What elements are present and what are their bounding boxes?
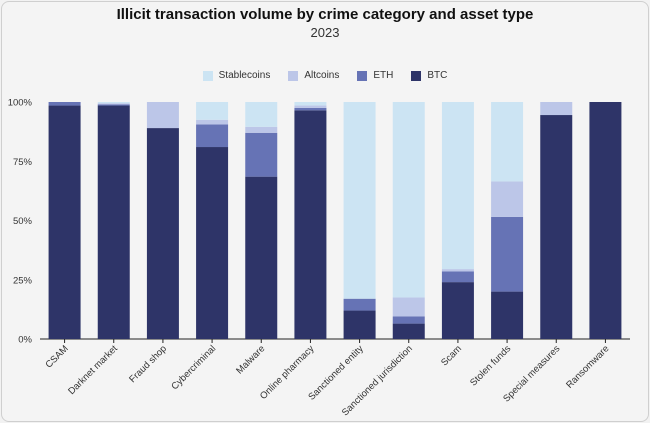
bar-segment-btc <box>294 110 327 339</box>
x-tick-label: Scam <box>439 343 464 368</box>
bar-segment-stablecoins <box>392 102 425 298</box>
bar-segment-stablecoins <box>491 102 524 182</box>
bar-segment-eth <box>97 104 130 106</box>
legend-item-btc: BTC <box>411 70 447 81</box>
legend-swatch-btc <box>411 70 422 81</box>
bar-segment-eth <box>343 298 376 311</box>
y-tick-label: 100% <box>8 98 33 109</box>
bar-segment-btc <box>146 128 179 339</box>
bar-segment-btc <box>589 102 622 339</box>
bar-segment-altcoins <box>97 103 130 105</box>
x-tick-label: Cybercriminal <box>169 343 218 392</box>
bar-segment-stablecoins <box>196 102 229 120</box>
bar-segment-btc <box>48 105 81 340</box>
bar-segment-altcoins <box>294 105 327 108</box>
legend-item-stablecoins: Stablecoins <box>202 70 271 81</box>
y-tick-label: 25% <box>13 275 33 286</box>
legend-item-eth: ETH <box>357 70 393 81</box>
legend-swatch-altcoins <box>288 70 299 81</box>
bar-segment-altcoins <box>491 181 524 217</box>
legend-label-altcoins: Altcoins <box>304 70 340 81</box>
legend-label-stablecoins: Stablecoins <box>218 70 271 81</box>
bar-segment-stablecoins <box>343 102 376 299</box>
chart-legend: Stablecoins Altcoins ETH BTC <box>0 70 650 81</box>
bar-segment-stablecoins <box>97 102 130 104</box>
bar-segment-btc <box>441 282 474 339</box>
bar-segment-btc <box>97 105 130 340</box>
bar-segment-altcoins <box>245 126 278 133</box>
bar-segment-altcoins <box>196 119 229 125</box>
bar-segment-btc <box>540 115 573 339</box>
legend-swatch-stablecoins <box>202 70 213 81</box>
bar-segment-eth <box>392 316 425 324</box>
x-tick-label: Darknet market <box>66 343 120 397</box>
bar-segment-stablecoins <box>294 102 327 106</box>
bar-segment-btc <box>491 291 524 339</box>
bar-segment-btc <box>245 176 278 339</box>
legend-label-btc: BTC <box>427 70 448 81</box>
x-tick-label: Malware <box>234 343 267 376</box>
y-tick-label: 0% <box>18 335 32 346</box>
x-tick-label: Stolen funds <box>468 343 513 388</box>
bar-segment-eth <box>294 107 327 111</box>
chart-subtitle: 2023 <box>310 25 340 40</box>
legend-label-eth: ETH <box>373 70 394 81</box>
bar-segment-eth <box>245 132 278 177</box>
y-tick-label: 50% <box>13 216 33 227</box>
x-tick-label: CSAM <box>44 343 71 370</box>
legend-item-altcoins: Altcoins <box>288 70 339 81</box>
x-tick-label: Fraud shop <box>127 343 169 385</box>
bar-segment-btc <box>392 323 425 339</box>
legend-swatch-eth <box>357 70 368 81</box>
bar-segment-btc <box>196 147 229 339</box>
bar-segment-eth <box>196 124 229 148</box>
bar-segment-btc <box>343 310 376 339</box>
chart-title: Illicit transaction volume by crime cate… <box>116 6 534 23</box>
x-tick-label: Ransomware <box>564 343 611 390</box>
bar-segment-eth <box>441 271 474 283</box>
bar-segment-eth <box>491 216 524 292</box>
bar-segment-stablecoins <box>245 102 278 127</box>
bar-segment-altcoins <box>540 102 573 116</box>
bar-segment-altcoins <box>441 269 474 272</box>
bar-segment-altcoins <box>392 297 425 317</box>
bar-segment-eth <box>48 102 81 106</box>
y-tick-label: 75% <box>13 157 33 168</box>
bar-segment-altcoins <box>146 102 179 129</box>
bar-segment-stablecoins <box>441 102 474 270</box>
